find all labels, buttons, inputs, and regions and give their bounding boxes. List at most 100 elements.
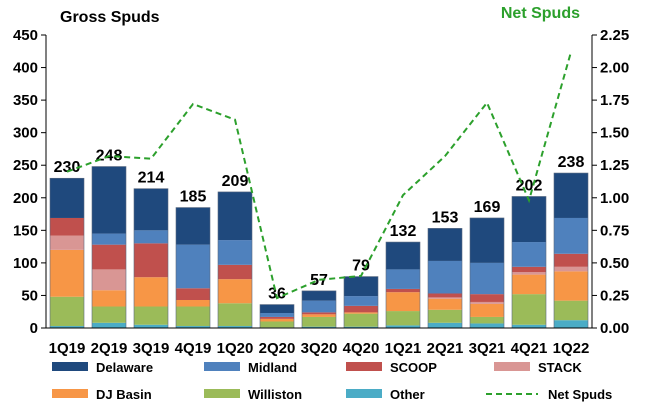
bar-segment-midland-2q19: [92, 233, 126, 245]
bar-segment-williston-2q19: [92, 306, 126, 323]
x-axis: 1Q19 2Q19 3Q19 4Q19 1Q20 2Q20 3Q20 4Q20 1Q21 2Q21…: [46, 327, 592, 357]
bar-segment-midland-2q21: [428, 260, 462, 294]
bar-segment-midland-4q19: [176, 244, 210, 289]
bar-segment-scoop-2q19: [92, 244, 126, 270]
y-axis-left: 0 50 100 150 200 250 300 350 400 450: [13, 27, 47, 337]
legend: Delaware Midland SCOOP STACK DJ Basin Willist…: [52, 360, 612, 402]
bar-segment-other-4q20: [344, 326, 378, 328]
bar-segment-scoop-2q20: [260, 316, 294, 319]
bar-segment-dj-basin-2q21: [428, 298, 462, 310]
bar-segment-scoop-4q21: [512, 266, 546, 273]
x-tick-label: 1Q19: [49, 340, 86, 357]
bar-segment-midland-3q21: [470, 262, 504, 295]
bar-segment-delaware-4q19: [176, 207, 210, 245]
bar-segment-dj-basin-1q22: [554, 271, 588, 301]
bar-segment-delaware-2q20: [260, 304, 294, 314]
bar-segment-midland-3q19: [134, 230, 168, 244]
x-tick-label: 3Q21: [469, 340, 506, 357]
legend-swatch-midland: [204, 362, 240, 371]
bar-segment-delaware-3q21: [470, 217, 504, 263]
y2-tick-label: 1.75: [600, 92, 629, 109]
y2-tick-label: 2.00: [600, 60, 629, 77]
y2-tick-label: 0.25: [600, 287, 629, 304]
bar-segment-williston-3q20: [302, 316, 336, 327]
bar-segment-dj-basin-4q21: [512, 274, 546, 295]
bar-segment-scoop-3q21: [470, 294, 504, 302]
x-tick-label: 1Q22: [553, 340, 590, 357]
x-tick-label: 3Q20: [301, 340, 338, 357]
bar-segment-other-1q22: [554, 320, 588, 328]
bar-segment-midland-1q21: [386, 269, 420, 289]
y2-tick-label: 0.00: [600, 320, 629, 337]
bar-segment-delaware-3q19: [134, 188, 168, 231]
bar-segment-scoop-1q19: [50, 217, 84, 236]
bar-segment-delaware-1q21: [386, 242, 420, 270]
bar-total-label: 214: [138, 170, 165, 187]
y2-tick-label: 1.50: [600, 125, 629, 142]
y-tick-label: 400: [13, 60, 38, 77]
legend-label: Net Spuds: [548, 387, 612, 402]
x-tick-label: 4Q21: [511, 340, 548, 357]
y-tick-label: 300: [13, 125, 38, 142]
bar-segment-williston-1q20: [218, 303, 252, 327]
y-tick-label: 200: [13, 190, 38, 207]
legend-swatch-scoop: [346, 362, 382, 371]
legend-label: Other: [390, 387, 425, 402]
bar-total-label: 230: [54, 159, 81, 176]
bar-segment-williston-3q21: [470, 316, 504, 324]
bar-total-label: 209: [222, 173, 249, 190]
bar-segment-other-4q19: [176, 326, 210, 328]
x-tick-label: 4Q20: [343, 340, 380, 357]
legend-swatch-other: [346, 389, 382, 398]
bar-segment-williston-2q21: [428, 309, 462, 323]
x-tick-label: 4Q19: [175, 340, 212, 357]
y-tick-label: 50: [21, 287, 38, 304]
x-tick-label: 2Q19: [91, 340, 128, 357]
bar-segment-other-4q21: [512, 324, 546, 328]
bar-segment-williston-1q21: [386, 311, 420, 326]
bar-total-label: 57: [310, 272, 328, 289]
x-tick-label: 1Q20: [217, 340, 254, 357]
y-tick-label: 250: [13, 157, 38, 174]
bar-segment-dj-basin-4q20: [344, 312, 378, 314]
bar-total-label: 153: [432, 209, 459, 226]
bar-segment-midland-3q20: [302, 300, 336, 313]
y-tick-label: 450: [13, 27, 38, 44]
legend-label: Delaware: [96, 360, 153, 375]
bar-segment-other-1q20: [218, 326, 252, 328]
bar-segment-scoop-2q21: [428, 293, 462, 298]
bar-total-label: 79: [352, 258, 370, 275]
bar-segment-dj-basin-3q20: [302, 314, 336, 317]
bar-segment-delaware-4q20: [344, 276, 378, 297]
bar-segment-delaware-1q22: [554, 173, 588, 218]
bar-segment-dj-basin-3q19: [134, 277, 168, 307]
x-tick-label: 1Q21: [385, 340, 422, 357]
bar-segment-scoop-1q21: [386, 288, 420, 293]
y2-tick-label: 1.25: [600, 157, 629, 174]
bar-segment-dj-basin-1q19: [50, 249, 84, 297]
y-tick-label: 350: [13, 92, 38, 109]
bar-segment-stack-1q19: [50, 235, 84, 250]
bar-segment-other-3q19: [134, 324, 168, 328]
bars: [49, 166, 589, 329]
bar-segment-midland-1q20: [218, 240, 252, 265]
legend-label: Williston: [248, 387, 302, 402]
bar-segment-other-1q21: [386, 325, 420, 328]
x-tick-label: 3Q19: [133, 340, 170, 357]
bar-segment-other-2q19: [92, 322, 126, 328]
bar-segment-other-2q21: [428, 322, 462, 328]
bar-segment-midland-4q20: [344, 296, 378, 306]
bar-segment-midland-1q22: [554, 217, 588, 254]
legend-label: DJ Basin: [96, 387, 152, 402]
bar-segment-delaware-1q20: [218, 191, 252, 241]
bar-segment-other-3q21: [470, 323, 504, 328]
bar-segment-scoop-4q20: [344, 305, 378, 313]
legend-swatch-williston: [204, 389, 240, 398]
y-axis-right: 0.00 0.25 0.50 0.75 1.00 1.25 1.50 1.75 2.00 2.25: [591, 27, 629, 337]
y-tick-label: 0: [30, 320, 38, 337]
bar-segment-dj-basin-1q21: [386, 292, 420, 312]
chart-title-net-spuds: Net Spuds: [501, 5, 580, 22]
y2-tick-label: 1.00: [600, 190, 629, 207]
